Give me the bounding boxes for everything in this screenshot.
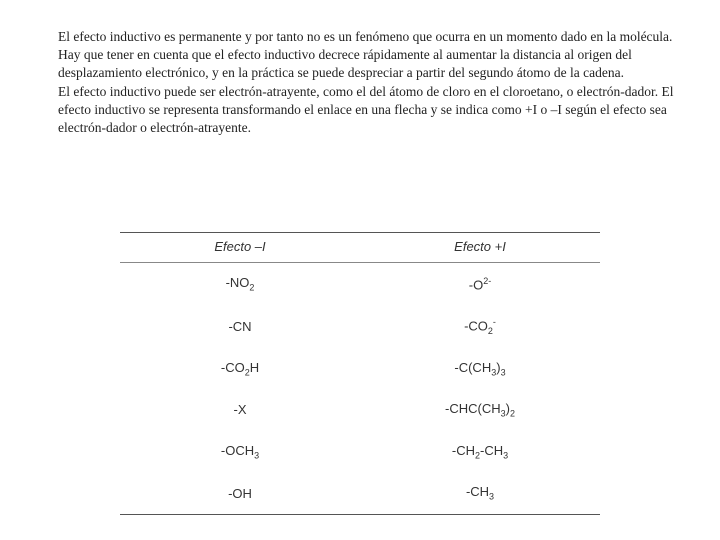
- table-row: -CN-CO2-: [120, 305, 600, 348]
- body-paragraph: El efecto inductivo es permanente y por …: [58, 28, 682, 137]
- cell-plus-i: -O2-: [360, 263, 600, 305]
- cell-minus-i: -CN: [120, 305, 360, 348]
- inductive-effect-table: Efecto –I Efecto +I -NO2-O2--CN-CO2--CO2…: [120, 232, 600, 515]
- cell-plus-i: -C(CH3)3: [360, 348, 600, 390]
- cell-plus-i: -CO2-: [360, 305, 600, 348]
- cell-minus-i: -CO2H: [120, 348, 360, 390]
- cell-minus-i: -X: [120, 389, 360, 431]
- table-row: -X-CHC(CH3)2: [120, 389, 600, 431]
- table-row: -CO2H-C(CH3)3: [120, 348, 600, 390]
- cell-plus-i: -CH3: [360, 472, 600, 514]
- table-header-row: Efecto –I Efecto +I: [120, 233, 600, 263]
- table-row: -OH-CH3: [120, 472, 600, 514]
- table-row: -OCH3-CH2-CH3: [120, 431, 600, 473]
- cell-minus-i: -OH: [120, 472, 360, 514]
- table-row: -NO2-O2-: [120, 263, 600, 305]
- col-header-minus-i: Efecto –I: [120, 233, 360, 263]
- col-header-plus-i: Efecto +I: [360, 233, 600, 263]
- cell-plus-i: -CH2-CH3: [360, 431, 600, 473]
- cell-minus-i: -OCH3: [120, 431, 360, 473]
- cell-plus-i: -CHC(CH3)2: [360, 389, 600, 431]
- cell-minus-i: -NO2: [120, 263, 360, 305]
